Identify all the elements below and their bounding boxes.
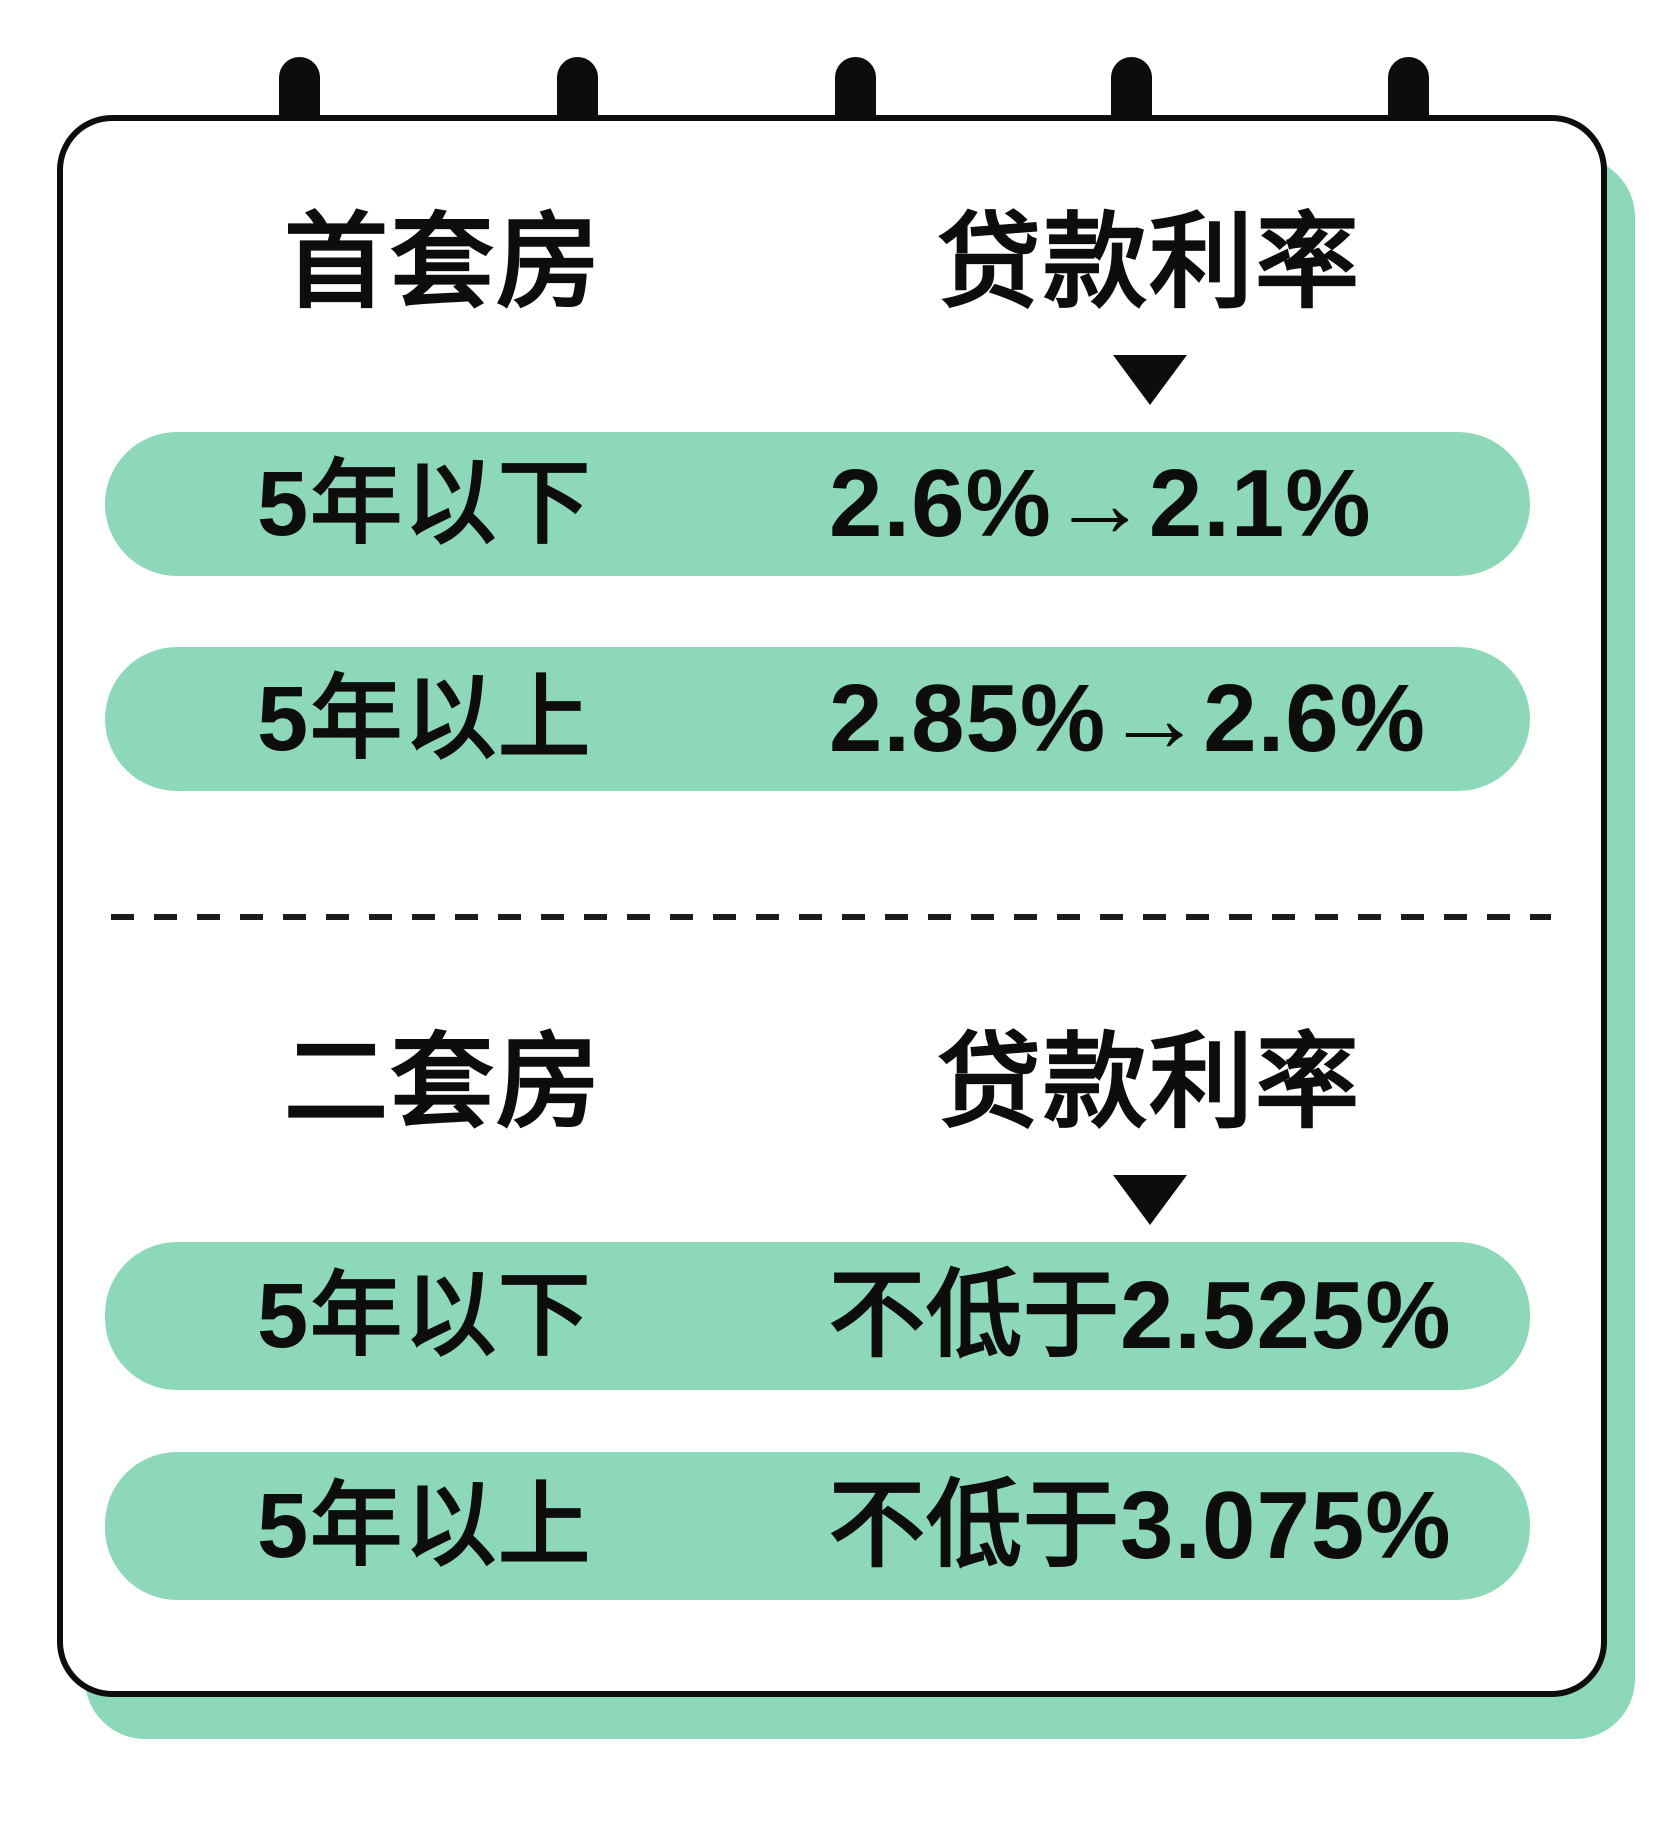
rate-value: 2.6%→2.1% bbox=[829, 450, 1372, 557]
second-home-label: 二套房 bbox=[284, 1025, 603, 1141]
term-label: 5年以上 bbox=[257, 668, 593, 770]
rate-row: 5年以上 2.85%→2.6% bbox=[105, 647, 1530, 791]
rate-row: 5年以下 2.6%→2.1% bbox=[105, 432, 1530, 576]
rate-value: 不低于2.525% bbox=[829, 1262, 1452, 1369]
down-triangle-icon bbox=[1113, 355, 1187, 405]
loan-rate-label: 贷款利率 bbox=[937, 205, 1362, 321]
rate-value: 不低于3.075% bbox=[829, 1472, 1452, 1579]
rate-value: 2.85%→2.6% bbox=[829, 665, 1427, 772]
down-triangle-icon bbox=[1113, 1175, 1187, 1225]
loan-rate-label: 贷款利率 bbox=[937, 1025, 1362, 1141]
dashed-divider bbox=[111, 914, 1551, 920]
first-home-label: 首套房 bbox=[284, 205, 603, 321]
rate-row: 5年以下 不低于2.525% bbox=[105, 1242, 1530, 1390]
term-label: 5年以下 bbox=[257, 453, 593, 555]
rate-row: 5年以上 不低于3.075% bbox=[105, 1452, 1530, 1600]
calendar-card: 首套房 贷款利率 5年以下 2.6%→2.1% 5年以上 2.85%→2.6% … bbox=[57, 115, 1607, 1697]
term-label: 5年以上 bbox=[257, 1475, 593, 1577]
term-label: 5年以下 bbox=[257, 1265, 593, 1367]
